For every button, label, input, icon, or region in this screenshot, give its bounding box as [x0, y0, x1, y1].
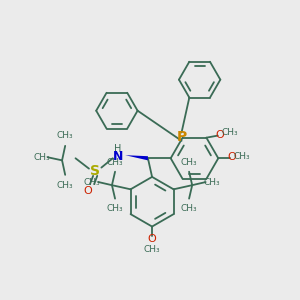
Text: N: N	[113, 150, 123, 163]
Text: CH₃: CH₃	[203, 178, 220, 187]
Text: CH₃: CH₃	[222, 128, 238, 137]
Text: CH₃: CH₃	[181, 158, 197, 166]
Text: O: O	[227, 152, 236, 162]
Text: O: O	[84, 186, 92, 197]
Text: CH₃: CH₃	[234, 152, 250, 161]
Text: O: O	[215, 130, 224, 140]
Text: CH₃: CH₃	[57, 181, 74, 190]
Text: CH₃: CH₃	[107, 204, 123, 213]
Text: CH₃: CH₃	[33, 153, 50, 162]
Text: S: S	[90, 164, 100, 178]
Text: CH₃: CH₃	[57, 131, 74, 140]
Text: CH₃: CH₃	[107, 158, 123, 166]
Text: CH₃: CH₃	[84, 178, 101, 187]
Text: CH₃: CH₃	[144, 245, 160, 254]
Text: H: H	[114, 144, 122, 154]
Text: O: O	[148, 234, 156, 244]
Polygon shape	[125, 155, 148, 160]
Text: P: P	[176, 130, 187, 144]
Text: CH₃: CH₃	[181, 204, 197, 213]
